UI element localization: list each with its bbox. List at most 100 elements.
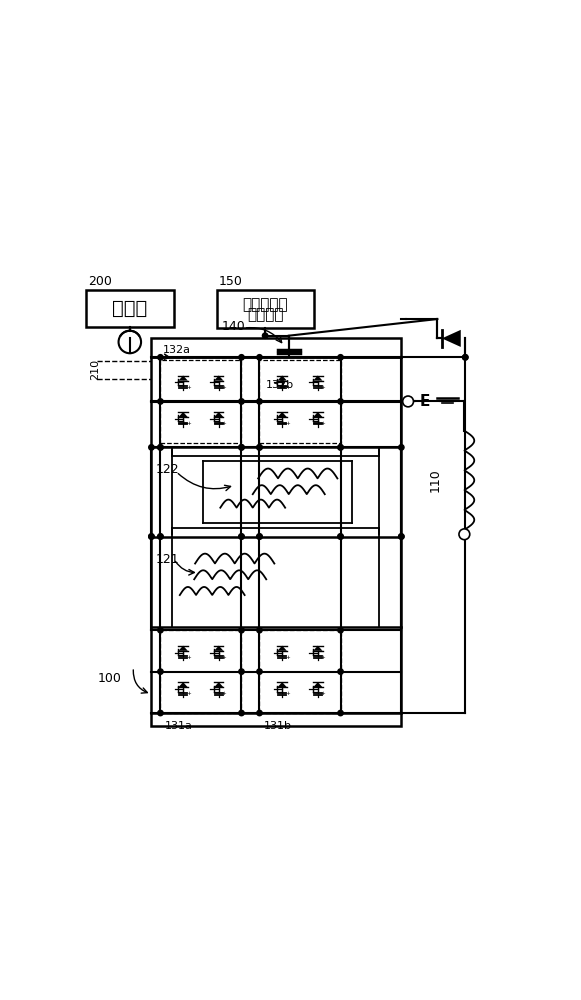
Circle shape: [257, 710, 262, 716]
Bar: [217, 290, 314, 328]
Text: +: +: [285, 691, 290, 696]
Polygon shape: [278, 682, 287, 687]
Text: +: +: [321, 385, 325, 390]
Text: +: +: [285, 385, 290, 390]
Text: +: +: [285, 655, 290, 660]
Circle shape: [399, 534, 404, 539]
Circle shape: [257, 445, 262, 450]
Circle shape: [239, 710, 244, 716]
Circle shape: [149, 445, 154, 450]
Circle shape: [403, 396, 414, 407]
Circle shape: [239, 534, 244, 539]
Text: +: +: [285, 421, 290, 426]
Circle shape: [157, 445, 163, 450]
Bar: [260, 360, 340, 443]
Circle shape: [399, 534, 404, 539]
Circle shape: [338, 710, 343, 716]
Polygon shape: [313, 412, 322, 417]
Circle shape: [257, 445, 262, 450]
Circle shape: [459, 529, 470, 540]
Polygon shape: [278, 646, 287, 651]
Circle shape: [399, 445, 404, 450]
Circle shape: [263, 333, 268, 338]
Text: +: +: [186, 385, 191, 390]
Bar: [160, 630, 242, 713]
Text: 发动机: 发动机: [112, 299, 148, 318]
Circle shape: [149, 534, 154, 539]
Circle shape: [157, 627, 163, 633]
Circle shape: [157, 355, 163, 360]
Circle shape: [338, 445, 343, 450]
Polygon shape: [214, 646, 224, 651]
Circle shape: [338, 534, 343, 539]
Bar: [152, 338, 401, 726]
Bar: [86, 290, 174, 327]
Text: 131a: 131a: [165, 721, 193, 731]
Text: +: +: [321, 655, 325, 660]
Polygon shape: [214, 682, 224, 687]
Text: 140: 140: [221, 320, 245, 333]
Text: 100: 100: [98, 672, 121, 685]
Circle shape: [239, 445, 244, 450]
Circle shape: [157, 445, 163, 450]
Polygon shape: [278, 412, 287, 417]
Text: +: +: [221, 421, 226, 426]
Circle shape: [338, 445, 343, 450]
Polygon shape: [313, 376, 322, 381]
Circle shape: [257, 534, 262, 539]
Text: 150: 150: [219, 275, 243, 288]
Text: +: +: [186, 691, 191, 696]
Polygon shape: [214, 412, 224, 417]
Circle shape: [157, 399, 163, 404]
Circle shape: [338, 627, 343, 633]
Text: 210: 210: [89, 359, 100, 380]
Polygon shape: [178, 376, 188, 381]
Circle shape: [157, 534, 163, 539]
Text: 132b: 132b: [266, 380, 295, 390]
Circle shape: [257, 399, 262, 404]
Bar: [160, 360, 242, 443]
Circle shape: [239, 627, 244, 633]
Circle shape: [462, 355, 468, 360]
Polygon shape: [214, 376, 224, 381]
Text: E: E: [419, 394, 430, 409]
Circle shape: [257, 627, 262, 633]
Text: +: +: [221, 655, 226, 660]
Circle shape: [157, 534, 163, 539]
Circle shape: [239, 534, 244, 539]
Polygon shape: [178, 646, 188, 651]
Circle shape: [257, 534, 262, 539]
Bar: [260, 630, 340, 713]
Polygon shape: [278, 376, 287, 381]
Circle shape: [338, 399, 343, 404]
Text: +: +: [186, 421, 191, 426]
Text: 200: 200: [88, 275, 112, 288]
Circle shape: [239, 355, 244, 360]
Text: +: +: [321, 421, 325, 426]
Polygon shape: [178, 682, 188, 687]
Polygon shape: [313, 682, 322, 687]
Circle shape: [239, 445, 244, 450]
Circle shape: [239, 669, 244, 674]
Text: 122: 122: [156, 463, 180, 476]
Circle shape: [338, 534, 343, 539]
Polygon shape: [313, 646, 322, 651]
Circle shape: [338, 355, 343, 360]
Text: +: +: [221, 385, 226, 390]
Circle shape: [462, 355, 468, 360]
Text: 110: 110: [428, 468, 442, 492]
Circle shape: [257, 355, 262, 360]
Text: 控制单元: 控制单元: [247, 307, 284, 322]
Polygon shape: [442, 330, 461, 347]
Text: +: +: [321, 691, 325, 696]
Text: 132a: 132a: [163, 345, 191, 355]
Circle shape: [157, 710, 163, 716]
Text: 121: 121: [156, 553, 180, 566]
Text: 131b: 131b: [264, 721, 292, 731]
Text: +: +: [221, 691, 226, 696]
Circle shape: [239, 399, 244, 404]
Circle shape: [149, 534, 154, 539]
Text: +: +: [186, 655, 191, 660]
Text: 交流发电机: 交流发电机: [242, 297, 288, 312]
Circle shape: [157, 669, 163, 674]
